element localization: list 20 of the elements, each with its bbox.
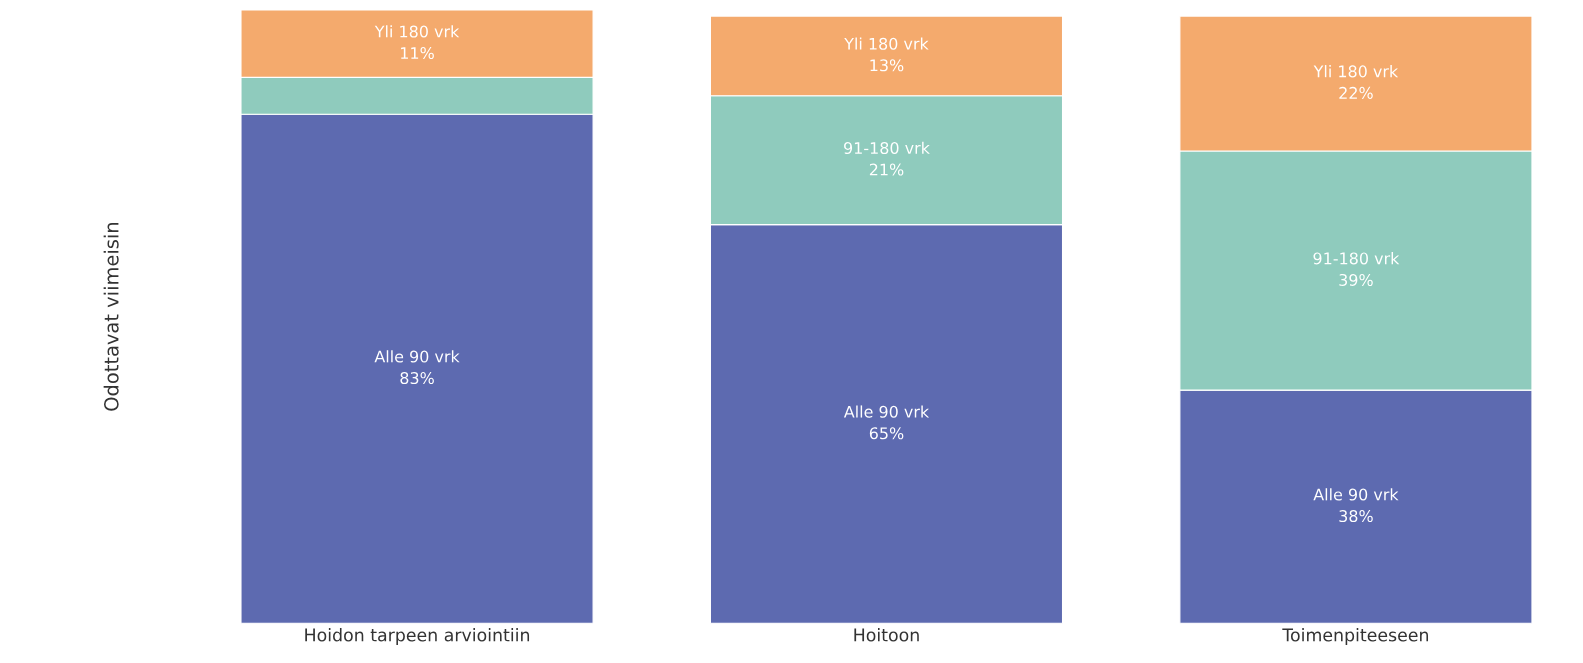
x-tick-label: Hoitoon [854, 628, 919, 642]
data-label: 13% [870, 59, 904, 72]
data-label: 22% [1339, 86, 1373, 99]
y-axis-title: Odottavat viimeisin [103, 223, 119, 411]
text: 91-180 vrk [1313, 252, 1400, 265]
x-tick-label: Toimenpiteeseen [1282, 628, 1429, 645]
data-label: 21% [869, 163, 904, 176]
data-label: 65% [869, 427, 904, 440]
series-label: Yli 180 vrk [374, 25, 460, 38]
text: Alle 90 vrk [374, 350, 460, 363]
series-label: 91-180 vrk [844, 141, 930, 155]
data-label: 38% [1339, 510, 1373, 523]
data-label: 83% [400, 372, 434, 385]
text: Yli 180 vrk [1313, 65, 1399, 78]
text: Alle 90 vrk [843, 405, 930, 418]
data-label: 11% [401, 46, 434, 60]
data-label: 39% [1339, 273, 1373, 286]
text: Yli 180 vrk [844, 37, 929, 50]
x-tick-label: Hoidon tarpeen arviointiin [305, 628, 530, 645]
series-label: Alle 90 vrk [1313, 488, 1399, 501]
